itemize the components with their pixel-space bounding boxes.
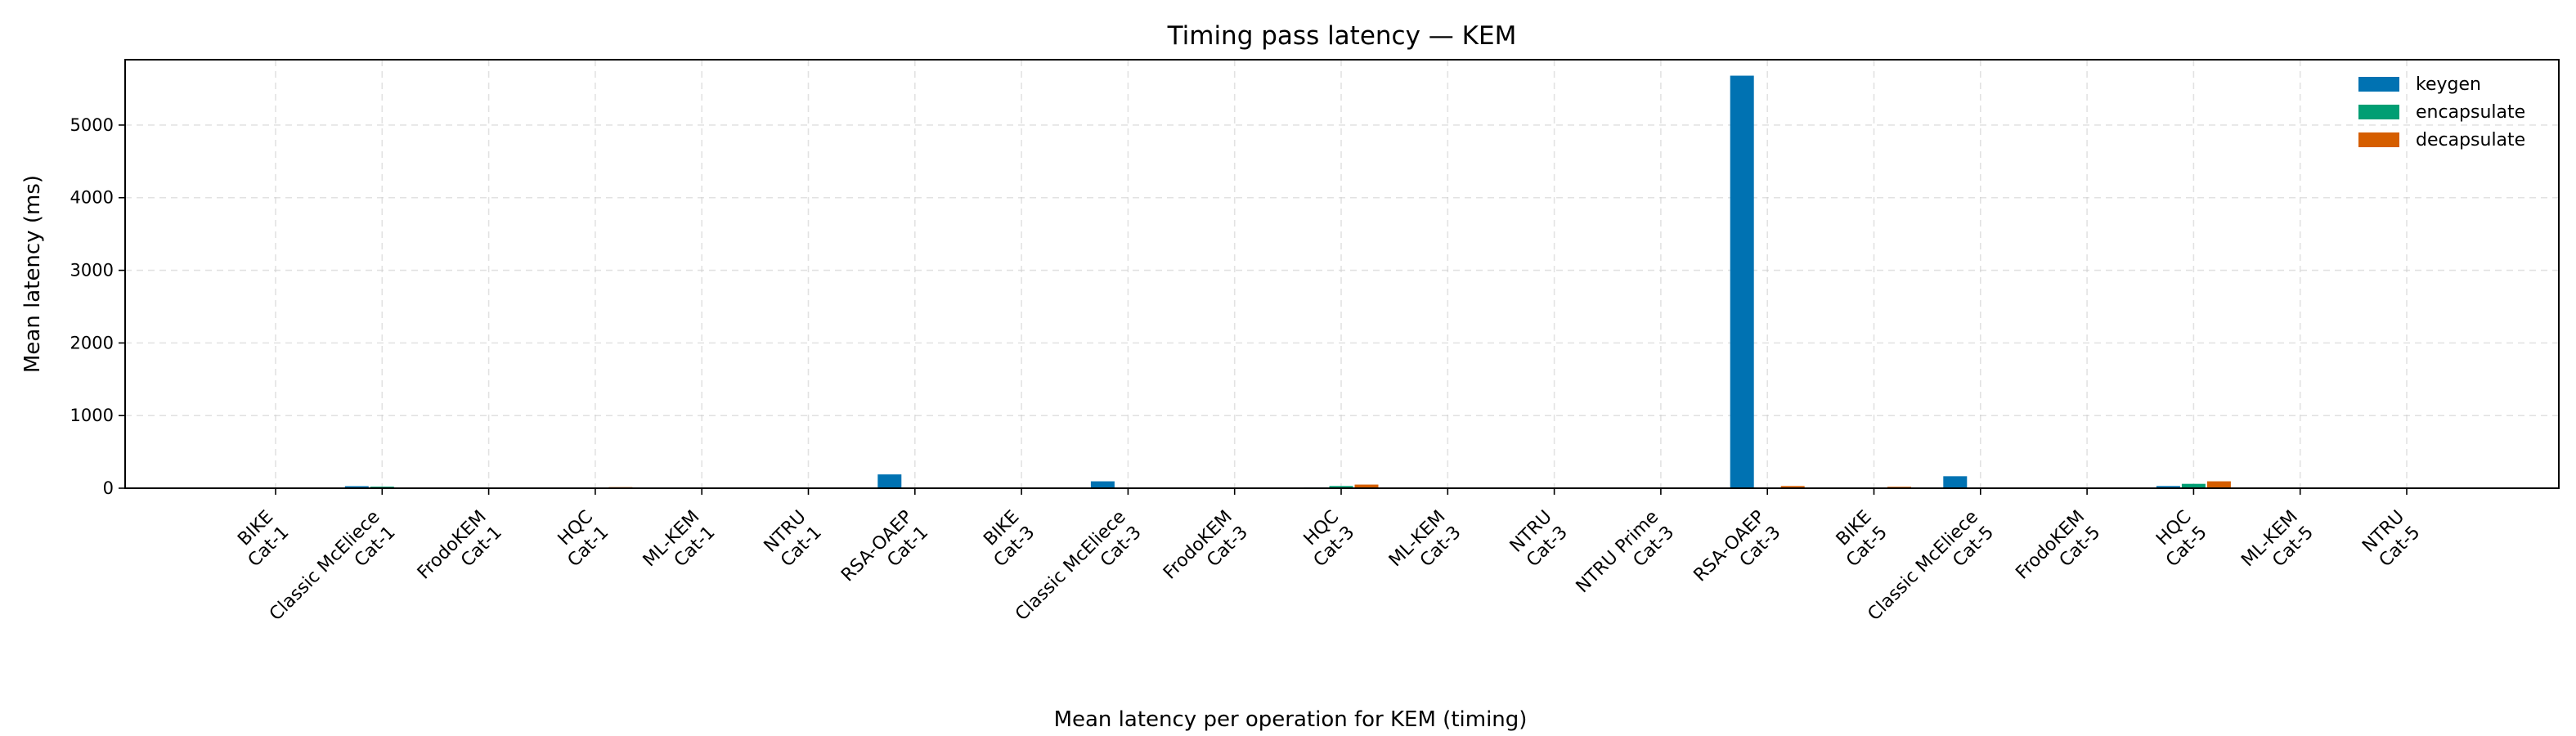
y-tick-label: 3000 xyxy=(70,261,114,280)
legend: keygen encapsulate decapsulate xyxy=(2358,74,2525,150)
x-tick-label: ML-KEMCat-1 xyxy=(640,507,720,587)
series-decapsulate xyxy=(289,481,2444,488)
bar-keygen xyxy=(344,486,369,488)
bar-keygen xyxy=(2156,486,2180,488)
x-tick-label: HQCCat-3 xyxy=(1295,507,1359,572)
legend-label-keygen: keygen xyxy=(2416,74,2481,95)
series-keygen xyxy=(238,75,2394,488)
plot-frame xyxy=(124,59,2560,489)
x-tick-label: FrodoKEMCat-3 xyxy=(1160,507,1252,599)
x-tick-label: HQCCat-1 xyxy=(548,507,613,572)
legend-label-encapsulate: encapsulate xyxy=(2416,102,2525,123)
y-tick-label: 2000 xyxy=(70,333,114,352)
bar-keygen xyxy=(1090,481,1115,488)
x-tick-label: ML-KEMCat-5 xyxy=(2237,507,2318,587)
x-tick-label: ML-KEMCat-3 xyxy=(1385,507,1465,587)
x-tick-label: NTRUCat-3 xyxy=(1506,507,1572,572)
bars xyxy=(238,75,2444,488)
legend-swatch-decapsulate xyxy=(2358,132,2399,147)
y-tick-label: 5000 xyxy=(70,115,114,135)
y-axis: 0 1000 2000 3000 4000 5000 xyxy=(70,115,125,498)
bar-keygen xyxy=(1943,476,1968,488)
chart-title: Timing pass latency — KEM xyxy=(1167,21,1517,51)
bar-encapsulate xyxy=(1329,486,1353,488)
x-tick-label: FrodoKEMCat-5 xyxy=(2012,507,2104,599)
x-tick-label: NTRUCat-5 xyxy=(2358,507,2424,572)
y-tick-label: 0 xyxy=(103,478,114,498)
x-tick-label: RSA-OAEPCat-1 xyxy=(837,507,932,602)
x-tick-label: FrodoKEMCat-1 xyxy=(414,507,506,599)
y-axis-label: Mean latency (ms) xyxy=(20,175,45,373)
y-tick-label: 1000 xyxy=(70,406,114,425)
grid xyxy=(125,60,2559,489)
bar-decapsulate xyxy=(2206,481,2231,488)
x-tick-label: Classic McElieceCat-3 xyxy=(1012,507,1146,641)
x-tick-label: Classic McElieceCat-1 xyxy=(266,507,400,641)
x-tick-label: BIKECat-5 xyxy=(1827,507,1892,572)
y-tick-label: 4000 xyxy=(70,188,114,208)
legend-label-decapsulate: decapsulate xyxy=(2416,130,2525,150)
legend-swatch-encapsulate xyxy=(2358,105,2399,119)
bar-decapsulate xyxy=(1780,486,1805,488)
legend-swatch-keygen xyxy=(2358,77,2399,92)
x-tick-label: BIKECat-1 xyxy=(229,507,294,572)
x-tick-label: BIKECat-3 xyxy=(975,507,1039,572)
x-tick-label: RSA-OAEPCat-3 xyxy=(1690,507,1785,602)
x-tick-label: Classic McElieceCat-5 xyxy=(1864,507,1998,641)
x-tick-label: NTRUCat-1 xyxy=(761,507,826,572)
bar-keygen xyxy=(877,474,902,488)
bar-keygen xyxy=(1730,75,1754,488)
bar-encapsulate xyxy=(2181,483,2206,488)
bar-decapsulate xyxy=(1354,484,1379,488)
x-axis-label: Mean latency per operation for KEM (timi… xyxy=(1054,707,1528,732)
x-tick-label: HQCCat-5 xyxy=(2147,507,2211,572)
x-tick-label: NTRU PrimeCat-3 xyxy=(1573,507,1679,613)
